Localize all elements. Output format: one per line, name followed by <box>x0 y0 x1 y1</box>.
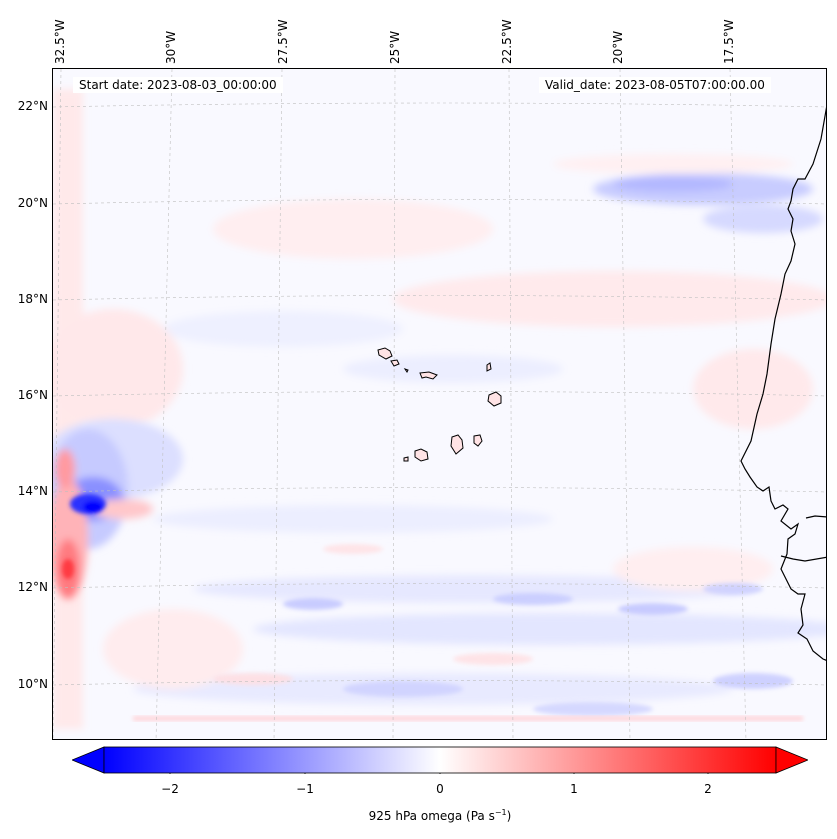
lat-label: 16°N <box>17 388 48 402</box>
map-panel <box>52 68 827 740</box>
weak-field-patches <box>53 89 826 729</box>
western-storm-couplet <box>53 419 183 599</box>
colorbar-body <box>103 746 777 774</box>
northeast-blue-band <box>553 154 823 233</box>
colorbar-gradient <box>72 746 808 774</box>
colorbar-tick: −2 <box>161 782 179 796</box>
valid-date-label: Valid_date: 2023-08-05T07:00:00.00 <box>539 77 771 93</box>
colorbar-tick: 1 <box>570 782 578 796</box>
cape-verde-islands <box>377 347 502 462</box>
lat-label: 18°N <box>17 292 48 306</box>
lon-label: 32.5°W <box>53 19 67 64</box>
southern-streaks <box>213 544 793 716</box>
lon-label: 22.5°W <box>500 19 514 64</box>
lat-label: 14°N <box>17 484 48 498</box>
african-coastline <box>740 106 826 661</box>
colorbar-label: 925 hPa omega (Pa s−1) <box>368 808 512 823</box>
lon-label: 27.5°W <box>276 19 290 64</box>
lon-label: 20°W <box>611 30 625 64</box>
colorbar-max-extend <box>775 746 808 774</box>
lat-label: 12°N <box>17 580 48 594</box>
graticule <box>53 69 826 739</box>
lon-label: 17.5°W <box>722 19 736 64</box>
colorbar-tick: 2 <box>704 782 712 796</box>
start-date-label: Start date: 2023-08-03_00:00:00 <box>73 77 283 93</box>
omega-field-map <box>53 69 826 739</box>
colorbar-min-extend <box>72 746 105 774</box>
lat-label: 22°N <box>17 99 48 113</box>
lon-label: 25°W <box>388 30 402 64</box>
colorbar <box>72 746 808 774</box>
colorbar-tick: 0 <box>436 782 444 796</box>
lat-label: 20°N <box>17 196 48 210</box>
lat-label: 10°N <box>17 677 48 691</box>
lon-label: 30°W <box>164 30 178 64</box>
boundary-artifact <box>133 716 803 721</box>
colorbar-tick: −1 <box>296 782 314 796</box>
